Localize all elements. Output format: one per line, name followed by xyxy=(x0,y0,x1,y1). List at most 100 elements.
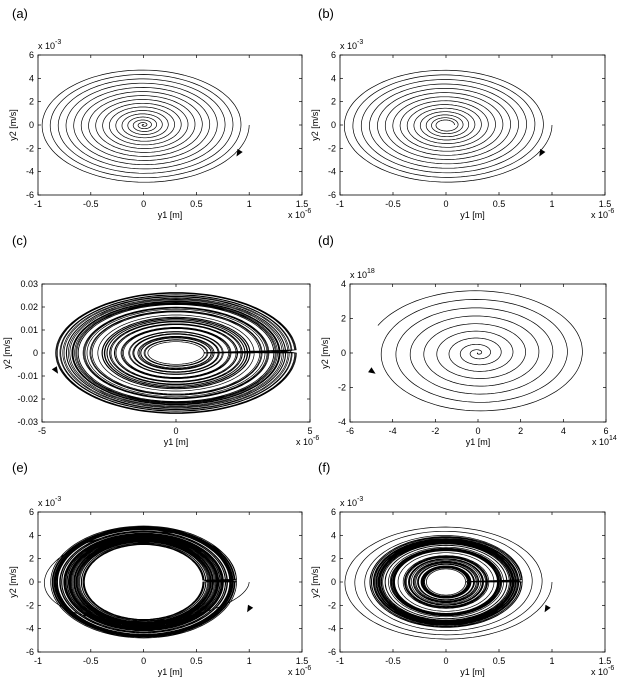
trajectory-group xyxy=(343,69,553,183)
y-tick-label: 6 xyxy=(29,507,34,517)
y-tick-label: -4 xyxy=(328,167,336,177)
panel-label: (a) xyxy=(12,6,28,21)
phase-trajectory xyxy=(43,525,250,639)
x-tick-label: 1.5 xyxy=(599,656,612,666)
x-tick-label: 0 xyxy=(443,656,448,666)
x-multiplier-base: x 10 xyxy=(288,210,305,220)
x-multiplier: x 10-6 xyxy=(288,208,311,220)
y-tick-label: 6 xyxy=(29,50,34,60)
x-tick-label: -4 xyxy=(389,426,397,436)
x-tick-label: 1 xyxy=(549,656,554,666)
y-multiplier-exp: -3 xyxy=(357,496,363,503)
y-multiplier: x 10-3 xyxy=(38,39,61,51)
y-axis-label: y2 [m/s] xyxy=(310,566,320,598)
x-tick-label: -1 xyxy=(336,656,344,666)
x-tick-label: 2 xyxy=(518,426,523,436)
x-tick-label: 0.5 xyxy=(493,656,506,666)
panel-c: (c) -5 0 5 -0.03 -0.02 -0.01 0 0.01 0.02 0.03 y1 [m… xyxy=(2,233,319,447)
x-multiplier-exp: -6 xyxy=(608,208,614,215)
x-tick-label: 1 xyxy=(247,656,252,666)
y-axis-label: y2 [m/s] xyxy=(8,566,18,598)
panel-label: (d) xyxy=(318,233,334,248)
x-tick-label: 4 xyxy=(561,426,566,436)
x-axis-label: y1 [m] xyxy=(466,437,491,447)
x-tick-label: 5 xyxy=(307,426,312,436)
direction-arrow xyxy=(51,366,59,374)
x-tick-label: -0.5 xyxy=(83,656,99,666)
x-tick-label: 0.5 xyxy=(190,199,203,209)
y-tick-label: 6 xyxy=(331,50,336,60)
y-tick-label: -4 xyxy=(328,624,336,634)
y-tick-label: 4 xyxy=(29,73,34,83)
y-tick-label: 4 xyxy=(341,279,346,289)
x-tick-label: 0 xyxy=(475,426,480,436)
y-tick-label: -2 xyxy=(328,143,336,153)
y-multiplier: x 10-3 xyxy=(340,496,363,508)
y-tick-label: -6 xyxy=(328,190,336,200)
trajectory-group xyxy=(55,292,297,414)
y-multiplier-base: x 10 xyxy=(340,498,357,508)
direction-arrow xyxy=(539,148,546,157)
y-tick-label: -4 xyxy=(26,167,34,177)
panel-label: (f) xyxy=(318,460,330,475)
x-multiplier-base: x 10 xyxy=(288,667,305,677)
x-multiplier: x 10-6 xyxy=(591,665,614,677)
x-multiplier-exp: -6 xyxy=(305,665,311,672)
x-axis-label: y1 [m] xyxy=(158,667,183,677)
x-axis-label: y1 [m] xyxy=(158,210,183,220)
x-tick-label: -1 xyxy=(336,199,344,209)
y-tick-label: 0.03 xyxy=(20,279,38,289)
x-tick-label: -0.5 xyxy=(83,199,99,209)
y-tick-label: 0 xyxy=(331,577,336,587)
panel-label: (c) xyxy=(12,233,27,248)
y-tick-label: -4 xyxy=(26,624,34,634)
y-tick-label: 4 xyxy=(29,530,34,540)
phase-trajectory xyxy=(343,69,553,183)
y-multiplier-base: x 10 xyxy=(340,41,357,51)
y-tick-label: 2 xyxy=(341,314,346,324)
y-multiplier-exp: -3 xyxy=(357,39,363,46)
y-tick-label: -6 xyxy=(26,647,34,657)
x-tick-label: -1 xyxy=(34,656,42,666)
x-axis-label: y1 [m] xyxy=(460,667,485,677)
phase-trajectory xyxy=(344,526,553,640)
y-multiplier-exp: 18 xyxy=(367,268,375,275)
y-multiplier-base: x 10 xyxy=(350,270,367,280)
x-tick-label: 1 xyxy=(549,199,554,209)
y-tick-label: 0 xyxy=(33,348,38,358)
y-tick-label: 2 xyxy=(331,97,336,107)
x-tick-label: 1.5 xyxy=(296,656,309,666)
axes-box xyxy=(37,54,303,196)
y-multiplier-base: x 10 xyxy=(38,41,55,51)
panel-label: (b) xyxy=(318,6,334,21)
axes-box xyxy=(37,511,303,653)
phase-trajectory xyxy=(55,292,297,414)
phase-trajectory xyxy=(41,69,250,183)
x-tick-label: 1.5 xyxy=(599,199,612,209)
trajectory-group xyxy=(344,526,553,640)
axes-box xyxy=(339,54,606,196)
phase-trajectory xyxy=(377,290,583,412)
trajectory-group xyxy=(377,290,583,412)
y-multiplier: x 10-3 xyxy=(38,496,61,508)
y-multiplier-exp: -3 xyxy=(55,39,61,46)
y-tick-label: -0.02 xyxy=(17,394,38,404)
x-tick-label: -6 xyxy=(346,426,354,436)
y-tick-label: 2 xyxy=(29,97,34,107)
x-tick-label: 0 xyxy=(173,426,178,436)
y-tick-label: -0.03 xyxy=(17,417,38,427)
y-multiplier: x 10-3 xyxy=(340,39,363,51)
y-tick-label: -2 xyxy=(26,143,34,153)
x-tick-label: -2 xyxy=(431,426,439,436)
x-tick-label: 0 xyxy=(141,199,146,209)
y-axis-label: y2 [m/s] xyxy=(320,337,330,369)
x-tick-label: 0 xyxy=(443,199,448,209)
x-tick-label: -0.5 xyxy=(385,199,401,209)
y-axis-label: y2 [m/s] xyxy=(8,109,18,141)
x-multiplier: x 10-6 xyxy=(591,208,614,220)
x-tick-label: 0.5 xyxy=(493,199,506,209)
